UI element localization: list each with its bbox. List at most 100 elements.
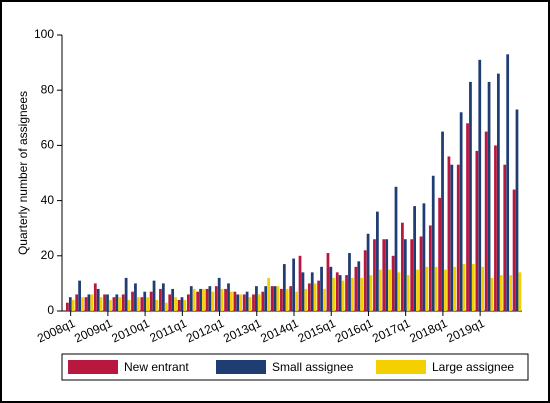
bar xyxy=(292,258,296,311)
legend xyxy=(61,353,529,381)
bar xyxy=(357,261,361,311)
bar xyxy=(199,288,202,311)
bar xyxy=(96,288,100,311)
bar xyxy=(391,255,395,311)
bar xyxy=(196,291,200,311)
bar xyxy=(273,286,277,311)
bar xyxy=(233,291,237,311)
legend-label: New entrant xyxy=(124,360,189,374)
bar xyxy=(149,291,153,311)
bar xyxy=(515,109,519,312)
bar xyxy=(506,54,510,311)
bar xyxy=(257,294,261,311)
bar xyxy=(264,286,268,311)
bar xyxy=(131,291,134,311)
bar xyxy=(255,286,258,311)
bar xyxy=(90,294,94,311)
bar xyxy=(459,112,463,311)
bar xyxy=(180,297,184,311)
bar xyxy=(335,272,339,311)
bar xyxy=(177,299,181,311)
bar xyxy=(224,288,227,311)
bar xyxy=(220,288,224,311)
bar xyxy=(68,297,72,311)
bar xyxy=(345,275,348,311)
bar xyxy=(186,294,190,311)
legend-label: Small assignee xyxy=(272,360,354,374)
bar xyxy=(109,299,112,311)
legend-swatch xyxy=(216,360,266,374)
bar xyxy=(134,283,137,311)
bar xyxy=(410,239,414,311)
bar xyxy=(242,294,246,311)
bar xyxy=(373,239,376,311)
bar xyxy=(422,203,426,311)
bar xyxy=(320,266,323,311)
bar xyxy=(152,280,156,311)
bar xyxy=(81,297,84,311)
bar xyxy=(146,297,150,311)
bar xyxy=(329,266,333,311)
bar xyxy=(378,269,382,311)
bar xyxy=(103,294,106,311)
bar xyxy=(413,206,416,311)
bar xyxy=(192,288,196,311)
bar xyxy=(512,189,516,311)
bar xyxy=(99,297,103,311)
bar xyxy=(183,299,187,311)
legend-label: Large assignee xyxy=(432,360,514,374)
bar xyxy=(499,275,503,311)
y-tick-label: 40 xyxy=(41,193,55,207)
bar xyxy=(376,211,379,311)
y-tick-label: 20 xyxy=(41,248,55,262)
bar xyxy=(87,294,91,311)
bar xyxy=(447,156,451,311)
bar xyxy=(518,272,522,311)
bar xyxy=(394,186,398,311)
bar xyxy=(298,255,302,311)
bar xyxy=(490,277,494,311)
legend-swatch xyxy=(376,360,426,374)
bar xyxy=(438,197,442,311)
bar xyxy=(382,239,386,311)
bar xyxy=(406,275,410,311)
bar xyxy=(112,297,116,311)
bar xyxy=(106,294,109,311)
bar xyxy=(348,253,351,311)
bar xyxy=(174,297,177,311)
bar xyxy=(248,297,252,311)
bar xyxy=(338,275,342,311)
y-tick-label: 80 xyxy=(41,82,55,96)
bar xyxy=(466,123,469,311)
bar xyxy=(261,291,265,311)
bar xyxy=(313,283,317,311)
bar xyxy=(127,299,131,311)
bar xyxy=(168,294,172,311)
bar xyxy=(388,269,391,311)
bar xyxy=(453,266,457,311)
bar xyxy=(397,272,401,311)
bar xyxy=(494,145,497,311)
bar xyxy=(385,239,389,311)
bar xyxy=(434,266,438,311)
bar xyxy=(115,294,119,311)
bar xyxy=(202,288,205,311)
bar xyxy=(351,277,354,311)
bar xyxy=(304,288,308,311)
bar xyxy=(301,272,305,311)
bar xyxy=(401,222,404,311)
bar xyxy=(462,264,466,311)
bar xyxy=(189,286,193,311)
bar xyxy=(441,131,444,311)
bar xyxy=(84,297,88,311)
bar xyxy=(332,277,336,311)
bar xyxy=(282,264,286,311)
bar xyxy=(478,59,482,312)
bar xyxy=(354,266,358,311)
bar xyxy=(118,297,122,311)
y-tick-label: 60 xyxy=(41,138,55,152)
bar xyxy=(159,288,162,311)
bar xyxy=(140,297,144,311)
bar xyxy=(208,286,212,311)
